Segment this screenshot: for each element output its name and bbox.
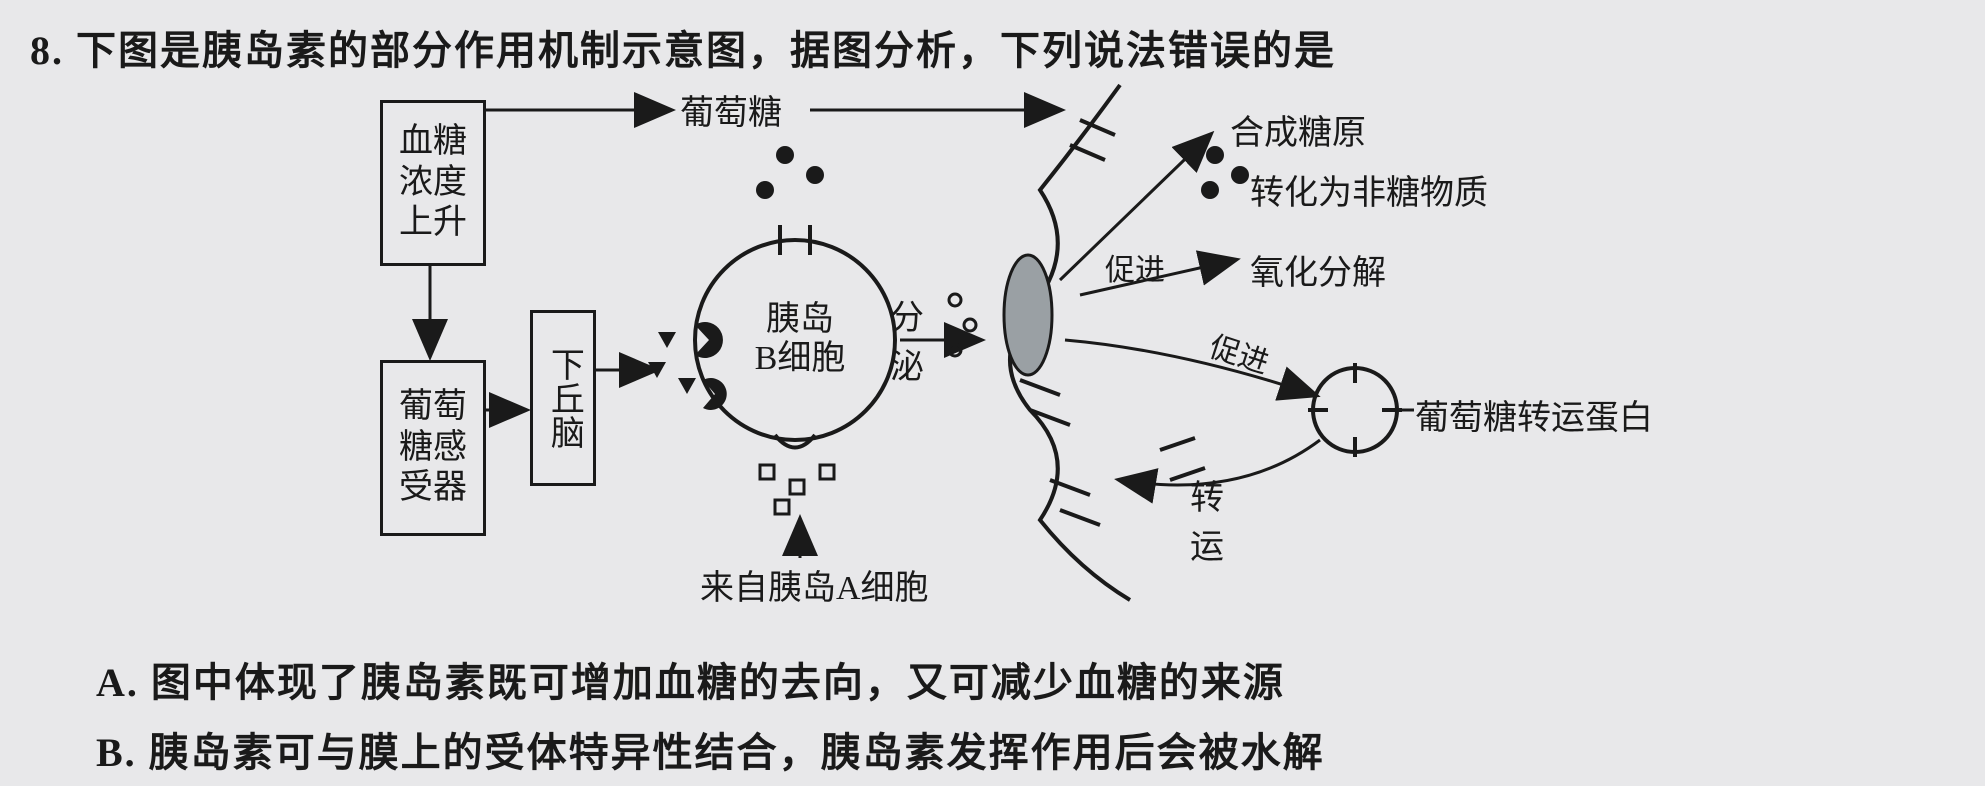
ligand-triangle: [658, 332, 676, 348]
product-dot: [1231, 166, 1249, 184]
insulin-dot: [964, 319, 976, 331]
arrow-to-transporter: [1065, 340, 1315, 395]
membrane-insert-ticks: [1160, 438, 1205, 480]
insulin-receptor-oval: [1004, 255, 1052, 375]
glucose-dot: [776, 146, 794, 164]
glucose-dot: [806, 166, 824, 184]
product-dot: [1206, 146, 1224, 164]
question-number: 8.: [30, 28, 64, 73]
diagram: 血糖 浓度 上升 葡萄 糖感 受器 下丘脑 胰岛 B细胞 葡萄糖 分泌 来自胰岛…: [380, 80, 1720, 620]
ligand-square: [775, 500, 789, 514]
arrow-to-oxidation: [1080, 260, 1235, 295]
insulin-dot: [949, 294, 961, 306]
option-b: B. 胰岛素可与膜上的受体特异性结合，胰岛素发挥作用后会被水解: [96, 720, 1325, 778]
arrow-to-glycogen: [1060, 135, 1210, 280]
arrow-transport-to-membrane: [1120, 440, 1320, 485]
ligand-square: [820, 465, 834, 479]
insulin-dot: [949, 344, 961, 356]
ligand-square: [760, 465, 774, 479]
ligand-triangle: [678, 378, 696, 394]
question-stem: 8. 下图是胰岛素的部分作用机制示意图，据图分析，下列说法错误的是: [30, 18, 1336, 76]
product-dot: [1201, 181, 1219, 199]
glucose-dot: [756, 181, 774, 199]
diagram-svg: [380, 80, 1720, 620]
option-a: A. 图中体现了胰岛素既可增加血糖的去向，又可减少血糖的来源: [96, 650, 1285, 708]
page-root: 8. 下图是胰岛素的部分作用机制示意图，据图分析，下列说法错误的是 血糖 浓度 …: [0, 0, 1985, 786]
b-cell-circle: [695, 240, 895, 440]
ligand-square: [790, 480, 804, 494]
question-text: 下图是胰岛素的部分作用机制示意图，据图分析，下列说法错误的是: [76, 28, 1336, 73]
